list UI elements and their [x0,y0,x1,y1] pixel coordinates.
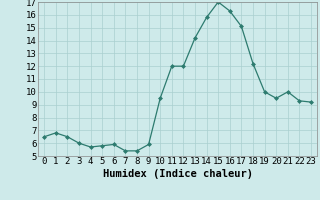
X-axis label: Humidex (Indice chaleur): Humidex (Indice chaleur) [103,169,252,179]
